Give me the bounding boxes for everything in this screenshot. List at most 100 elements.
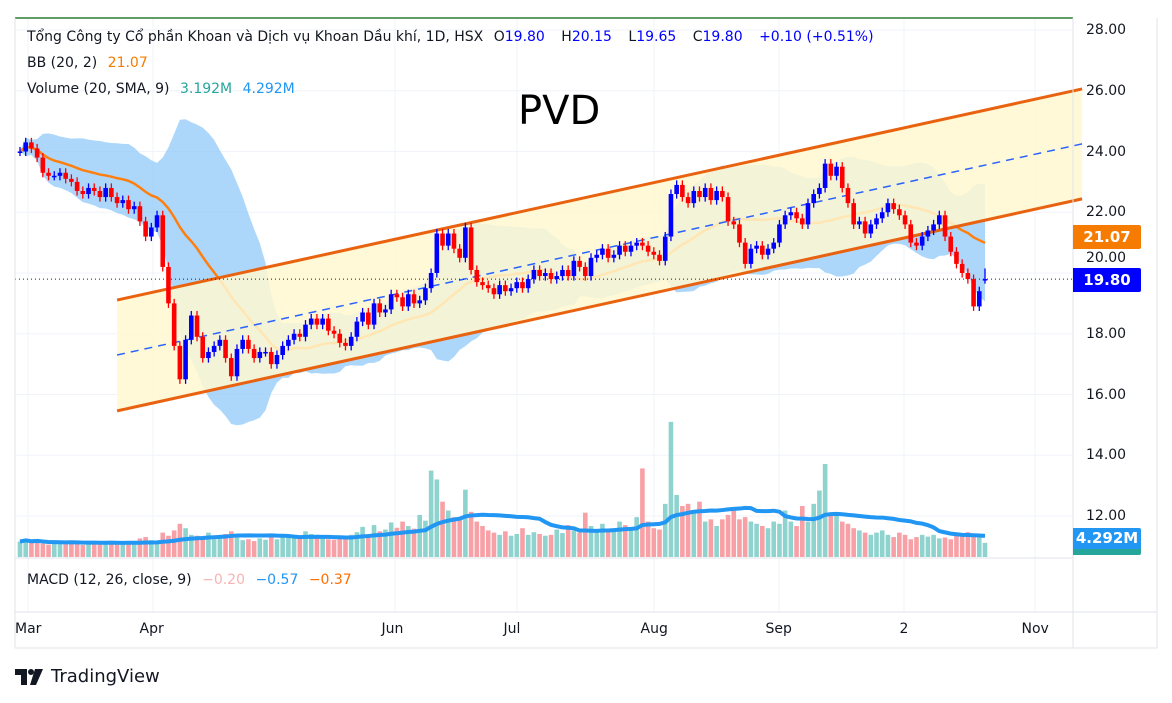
candle: [868, 219, 874, 239]
candle-body: [74, 181, 80, 191]
price-tick-label: 24.00: [1086, 143, 1127, 160]
candle-body: [411, 294, 417, 304]
volume-bar: [697, 501, 702, 557]
ohlc-close: C19.80: [692, 29, 743, 45]
candle: [280, 341, 285, 360]
candle: [976, 286, 982, 311]
candle: [811, 189, 816, 208]
candle: [651, 247, 657, 260]
candle: [434, 228, 440, 278]
volume-bar: [777, 523, 782, 557]
candle-body: [982, 279, 988, 281]
candle-body: [360, 312, 365, 322]
candle-body: [326, 318, 331, 331]
candle-body: [63, 172, 68, 179]
candle: [423, 283, 428, 305]
volume-bar: [411, 528, 417, 557]
candle-body: [525, 279, 531, 289]
volume-bar: [194, 535, 200, 557]
volume-bar: [286, 534, 291, 557]
volume-bar: [360, 526, 365, 557]
volume-bar: [149, 540, 154, 557]
candle: [543, 268, 548, 281]
bb-legend[interactable]: BB (20, 2) 21.07: [27, 55, 154, 71]
candle-body: [828, 163, 834, 176]
volume-bar: [691, 512, 697, 557]
candle-body: [560, 269, 565, 277]
candle-body: [862, 221, 868, 234]
candle: [954, 247, 959, 269]
volume-bar: [982, 542, 988, 557]
candle-body: [251, 348, 257, 359]
candle: [554, 271, 560, 284]
candle-body: [246, 339, 251, 349]
symbol-watermark: PVD: [518, 88, 601, 134]
candle-body: [377, 303, 383, 313]
tradingview-logo[interactable]: TradingView: [15, 666, 160, 687]
candle: [742, 238, 748, 269]
candle: [817, 183, 822, 199]
volume-bar: [725, 514, 731, 557]
candle: [234, 344, 240, 381]
candle-body: [851, 203, 856, 225]
ohlc-change: +0.10 (+0.51%): [759, 29, 874, 45]
candle-body: [428, 273, 434, 289]
candle: [600, 244, 605, 260]
volume-bar: [394, 527, 400, 557]
candle-body: [463, 227, 468, 258]
candle: [383, 304, 388, 318]
volume-bar: [748, 521, 754, 557]
volume-bar: [885, 534, 891, 557]
candle-body: [434, 233, 440, 273]
candle: [640, 238, 645, 251]
candle: [771, 238, 777, 254]
candle: [828, 159, 834, 181]
candle-body: [605, 248, 611, 258]
volume-bar: [234, 537, 240, 557]
candle-body: [474, 269, 480, 283]
candle-body: [520, 282, 525, 289]
candle-body: [331, 330, 337, 334]
volume-sma-tag: 4.292M: [1073, 528, 1141, 555]
volume-bar: [200, 538, 206, 557]
candle-body: [394, 294, 400, 298]
volume-bar: [571, 530, 577, 557]
ohlc-high: H20.15: [561, 29, 612, 45]
candle-body: [57, 172, 63, 176]
candle-body: [491, 288, 497, 295]
candle-body: [680, 184, 685, 198]
volume-legend[interactable]: Volume (20, SMA, 9) 3.192M 4.292M: [27, 81, 301, 97]
candle-body: [120, 200, 126, 204]
volume-bar: [160, 532, 166, 557]
volume-bar: [57, 543, 63, 557]
volume-bar: [805, 521, 811, 557]
volume-bar: [91, 541, 97, 557]
candle: [537, 265, 542, 281]
candle: [777, 219, 782, 248]
price-tick-label: 22.00: [1086, 204, 1127, 221]
volume-bar: [388, 522, 394, 557]
candle: [937, 210, 942, 229]
price-tick-label: 16.00: [1086, 386, 1127, 403]
volume-bar: [731, 510, 737, 557]
volume-bar: [754, 523, 759, 557]
volume-bar: [314, 537, 320, 557]
candle: [211, 341, 217, 357]
candle-body: [223, 339, 228, 359]
ohlc-low: L19.65: [628, 29, 677, 45]
candle-body: [103, 187, 108, 198]
candle-body: [514, 282, 520, 289]
candle: [354, 317, 360, 342]
macd-legend[interactable]: MACD (12, 26, close, 9) −0.20 −0.57 −0.3…: [27, 572, 358, 588]
candle-body: [268, 351, 274, 365]
candle-body: [274, 355, 280, 365]
candle-body: [531, 269, 537, 280]
candle: [326, 314, 331, 336]
volume-bar: [457, 519, 462, 557]
channel-middle-line: [116, 143, 1083, 356]
volume-bar: [543, 535, 548, 557]
candle-body: [468, 227, 474, 270]
time-tick-label: Nov: [1021, 621, 1049, 637]
candle-body: [577, 260, 582, 267]
